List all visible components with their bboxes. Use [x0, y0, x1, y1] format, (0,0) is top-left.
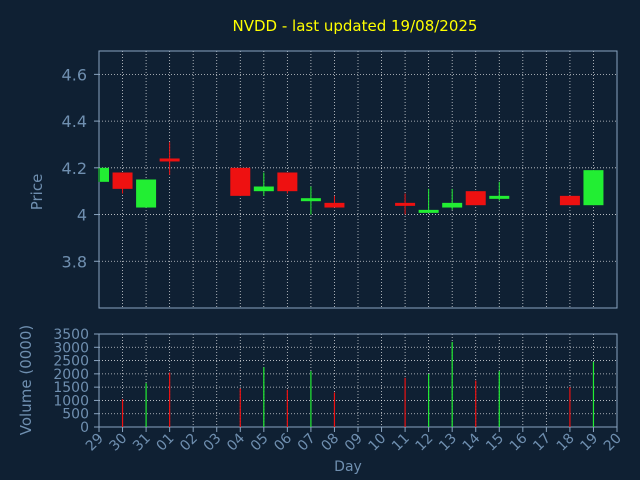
volume-plot-frame — [98, 333, 618, 428]
x-axis-label: Day — [334, 459, 362, 475]
candle-04 — [230, 167, 251, 196]
candle-body — [395, 202, 416, 206]
candle-13 — [442, 188, 463, 210]
candle-12 — [418, 188, 439, 213]
candle-body — [583, 170, 604, 206]
x-tick-label: 07 — [295, 431, 319, 455]
x-tick-label: 05 — [248, 431, 272, 455]
volume-y-tick-label: 3000 — [53, 340, 89, 356]
candle-31 — [136, 179, 157, 208]
candle-body — [277, 172, 298, 192]
candle-30 — [112, 172, 133, 194]
price-y-tick-label: 4 — [77, 206, 87, 225]
volume-y-tick-label: 1000 — [53, 393, 89, 409]
x-tick-label: 10 — [365, 431, 389, 455]
candle-body — [136, 179, 157, 208]
x-tick-label: 19 — [577, 431, 601, 455]
x-tick-label: 08 — [318, 431, 342, 455]
price-y-tick-label: 4.2 — [62, 159, 87, 178]
price-y-axis: 3.8 4 4.2 4.4 4.6 — [62, 65, 99, 271]
candle-body — [112, 172, 133, 189]
price-plot-frame — [98, 50, 618, 309]
candle-body — [324, 202, 345, 208]
candle-18 — [559, 195, 580, 206]
x-tick-label: 02 — [177, 431, 201, 455]
x-tick-label: 20 — [601, 431, 625, 455]
candle-15 — [489, 181, 510, 201]
x-tick-label: 03 — [201, 431, 225, 455]
x-axis: 29 30 31 01 02 03 04 05 06 07 08 09 10 11 12 13 14 15 16 17… — [83, 427, 625, 454]
volume-bars — [121, 341, 595, 427]
x-tick-label: 31 — [130, 431, 154, 455]
x-tick-label: 30 — [106, 431, 130, 455]
volume-y-tick-label: 2500 — [53, 354, 89, 370]
volume-y-tick-label: 500 — [62, 407, 89, 423]
candle-08 — [324, 195, 345, 208]
x-tick-label: 12 — [413, 431, 437, 455]
x-tick-label: 13 — [436, 431, 460, 455]
price-y-tick-label: 4.4 — [62, 112, 87, 131]
candle-body — [489, 195, 510, 199]
price-grid — [99, 51, 617, 308]
price-axis-label: Price — [28, 174, 46, 211]
candle-body — [465, 191, 486, 206]
x-tick-label: 09 — [342, 431, 366, 455]
candle-06 — [277, 172, 298, 194]
candles — [98, 142, 604, 215]
candle-body — [253, 186, 274, 192]
x-tick-label: 04 — [224, 430, 248, 454]
x-tick-label: 16 — [507, 430, 531, 454]
candle-29 — [98, 167, 109, 182]
candle-19 — [583, 170, 604, 206]
x-tick-label: 18 — [554, 431, 578, 455]
volume-y-tick-label: 0 — [80, 420, 89, 436]
candle-body — [442, 202, 463, 208]
x-tick-label: 01 — [154, 431, 178, 455]
candle-body — [159, 158, 180, 162]
x-tick-label: 17 — [530, 431, 554, 455]
volume-y-tick-label: 3500 — [53, 327, 89, 343]
volume-axis-label: Volume (0000) — [17, 325, 35, 435]
candle-body — [559, 195, 580, 206]
x-tick-label: 06 — [271, 430, 295, 454]
candle-07 — [300, 186, 321, 215]
candle-body — [230, 167, 251, 196]
candle-body — [300, 198, 321, 202]
volume-grid — [99, 334, 617, 427]
x-tick-label: 11 — [389, 431, 413, 455]
price-y-tick-label: 4.6 — [62, 65, 87, 84]
candle-14 — [465, 191, 486, 206]
candle-body — [100, 167, 109, 182]
candle-05 — [253, 172, 274, 196]
x-tick-label: 14 — [460, 430, 484, 454]
price-y-tick-label: 3.8 — [62, 252, 87, 271]
candle-11 — [395, 193, 416, 215]
candle-01 — [159, 142, 180, 175]
volume-y-tick-label: 2000 — [53, 367, 89, 383]
candle-body — [418, 209, 439, 213]
chart-title: NVDD - last updated 19/08/2025 — [233, 17, 478, 35]
volume-y-tick-label: 1500 — [53, 380, 89, 396]
x-tick-label: 15 — [483, 431, 507, 455]
